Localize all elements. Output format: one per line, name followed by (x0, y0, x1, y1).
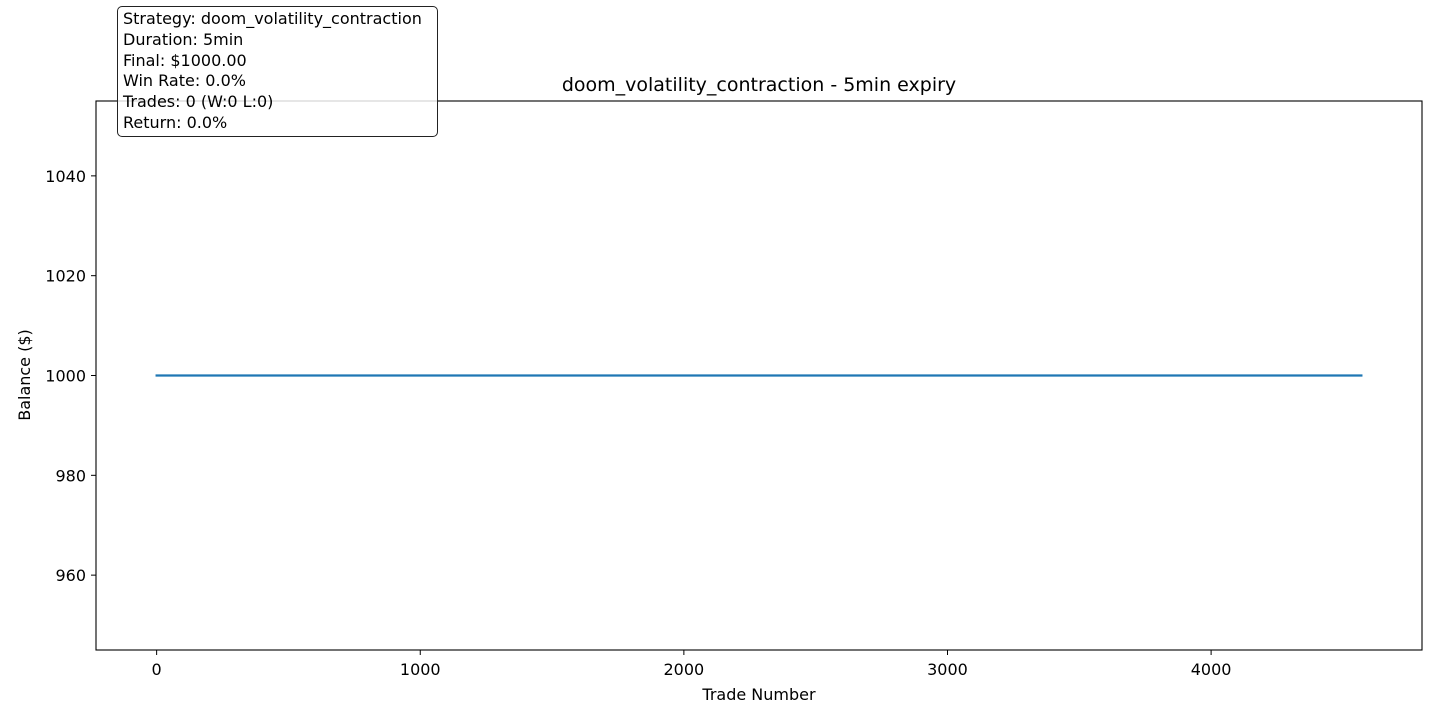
x-tick-label: 3000 (927, 660, 968, 679)
x-tick-label: 0 (152, 660, 162, 679)
y-tick-label: 960 (55, 566, 86, 585)
stats-annotation-box: Strategy: doom_volatility_contraction Du… (117, 6, 438, 137)
x-axis: 0 1000 2000 3000 4000 (152, 650, 1232, 679)
stats-final-line: Final: $1000.00 (123, 50, 247, 70)
chart-title: doom_volatility_contraction - 5min expir… (562, 74, 956, 96)
stats-win-rate-line: Win Rate: 0.0% (123, 71, 246, 91)
stats-strategy-line: Strategy: doom_volatility_contraction (123, 9, 422, 28)
y-tick-label: 980 (55, 466, 86, 485)
stats-return-line: Return: 0.0% (123, 112, 228, 132)
x-tick-label: 2000 (664, 660, 705, 679)
x-axis-label: Trade Number (701, 685, 816, 704)
stats-duration-line: Duration: 5min (123, 29, 244, 49)
y-axis: 960 980 1000 1020 1040 (45, 167, 96, 585)
y-tick-label: 1040 (45, 167, 86, 186)
y-axis-label: Balance ($) (15, 329, 34, 421)
x-tick-label: 4000 (1191, 660, 1232, 679)
y-tick-label: 1000 (45, 367, 86, 386)
y-tick-label: 1020 (45, 267, 86, 286)
stats-trades-line: Trades: 0 (W:0 L:0) (123, 92, 274, 112)
x-tick-label: 1000 (400, 660, 441, 679)
